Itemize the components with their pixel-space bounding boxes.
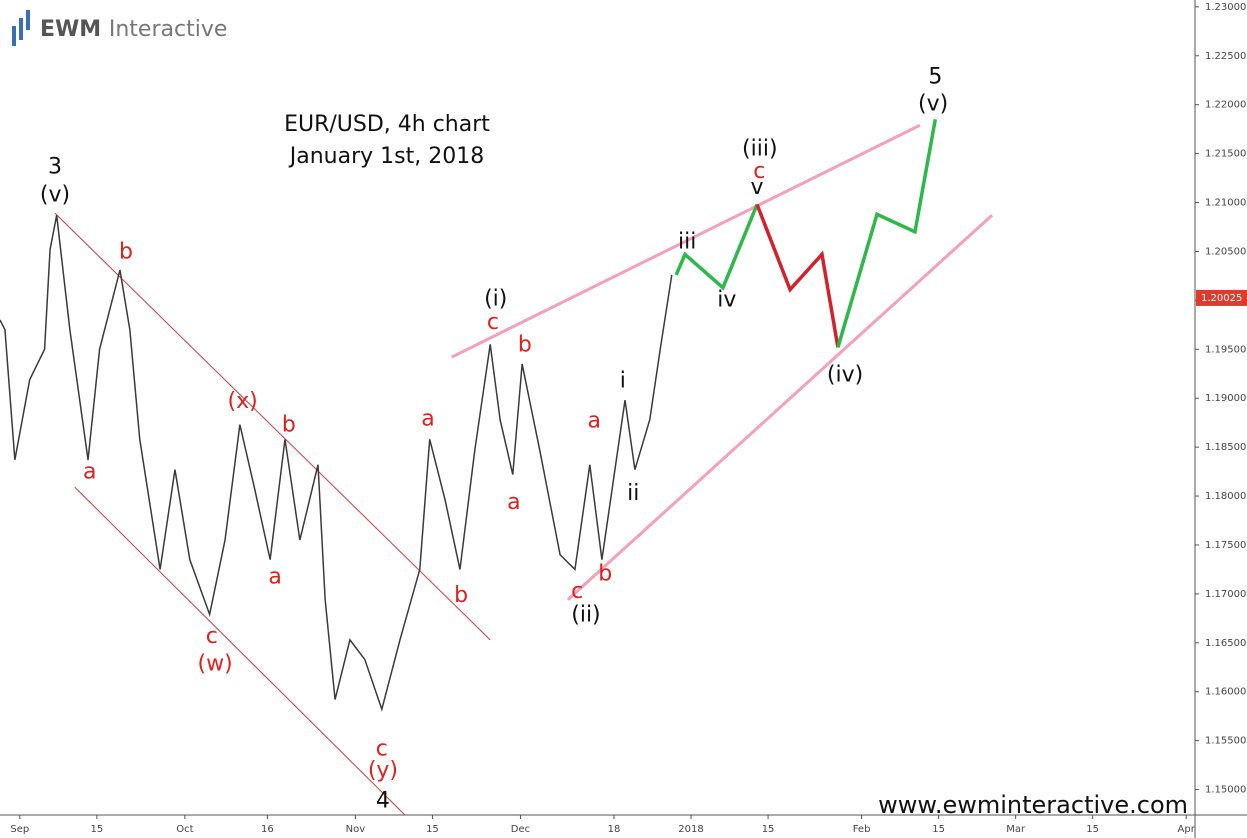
- wave-label: (iv): [827, 363, 863, 388]
- wave-label: (v): [918, 92, 948, 117]
- last-price-box: [1196, 289, 1247, 306]
- wave-label: c: [206, 624, 218, 649]
- y-tick-label: 1.18500: [1205, 442, 1246, 453]
- y-tick-label: 1.22500: [1205, 51, 1246, 62]
- wave-label: (iii): [742, 137, 778, 162]
- y-tick-label: 1.21000: [1205, 198, 1246, 209]
- wave-label: iii: [678, 230, 696, 255]
- y-tick-label: 1.19000: [1205, 393, 1246, 404]
- wave-label: c: [571, 579, 583, 604]
- y-tick-label: 1.15000: [1205, 785, 1246, 796]
- x-tick-label: 15: [90, 824, 103, 835]
- x-tick-label: Feb: [853, 824, 871, 835]
- x-tick-label: Nov: [346, 824, 366, 835]
- wave-label: (w): [198, 651, 233, 676]
- wave-label: a: [421, 407, 434, 432]
- projection-line: [755, 203, 840, 348]
- trend-line: [74, 486, 406, 815]
- wave-label: iv: [717, 287, 736, 312]
- wave-label: b: [454, 583, 468, 608]
- x-tick-label: Sep: [10, 824, 29, 835]
- x-tick-label: Dec: [511, 824, 530, 835]
- wave-label: (i): [484, 286, 507, 311]
- wave-label: 3: [48, 154, 62, 179]
- trend-line: [54, 212, 491, 641]
- x-tick-label: 15: [1086, 824, 1099, 835]
- wave-label: 4: [376, 788, 390, 813]
- y-tick-label: 1.19500: [1205, 344, 1246, 355]
- wave-label: b: [518, 332, 532, 357]
- wave-label: b: [119, 239, 133, 264]
- x-tick-label: 16: [261, 824, 274, 835]
- wave-label: b: [598, 561, 612, 586]
- wave-label: (x): [228, 389, 258, 414]
- wave-label: i: [620, 369, 626, 394]
- projection-line: [836, 119, 938, 348]
- wave-label: a: [507, 490, 520, 515]
- y-tick-label: 1.23000: [1205, 2, 1246, 13]
- wave-label: 5: [928, 64, 942, 89]
- logo: EWM Interactive: [12, 10, 227, 46]
- wave-label: (v): [40, 183, 70, 208]
- wave-label: v: [751, 175, 764, 200]
- trend-line: [451, 123, 921, 359]
- price-line: [0, 215, 673, 712]
- x-tick-label: Apr: [1178, 824, 1196, 835]
- y-tick-label: 1.16500: [1205, 638, 1246, 649]
- wave-label: b: [282, 413, 296, 438]
- x-tick-label: Mar: [1006, 824, 1026, 835]
- x-tick-label: 15: [426, 824, 439, 835]
- logo-bar: [12, 26, 16, 46]
- wave-label: (y): [368, 758, 398, 783]
- y-tick-label: 1.15500: [1205, 736, 1246, 747]
- wave-label: a: [83, 460, 96, 485]
- wave-label: c: [753, 159, 765, 184]
- wave-label: a: [268, 564, 281, 589]
- wave-label: a: [587, 409, 600, 434]
- x-tick-label: 2018: [678, 824, 703, 835]
- wave-label: ii: [627, 481, 639, 506]
- logo-text: EWM Interactive: [40, 17, 227, 42]
- x-tick-label: 15: [932, 824, 945, 835]
- logo-bar: [26, 10, 30, 30]
- y-tick-label: 1.16000: [1205, 687, 1246, 698]
- y-tick-label: 1.21500: [1205, 149, 1246, 160]
- chart-subtitle: January 1st, 2018: [288, 144, 484, 169]
- plot-area: [0, 119, 993, 815]
- x-tick-label: 18: [608, 824, 621, 835]
- wave-label: c: [376, 736, 388, 761]
- y-tick-label: 1.17500: [1205, 540, 1246, 551]
- logo-bar: [19, 18, 23, 40]
- x-tick-label: Oct: [176, 824, 193, 835]
- y-tick-label: 1.18000: [1205, 491, 1246, 502]
- y-tick-label: 1.22000: [1205, 100, 1246, 111]
- wave-label: c: [487, 310, 499, 335]
- logo-suffix: Interactive: [109, 17, 228, 42]
- projection-line: [674, 203, 759, 291]
- logo-main: EWM: [40, 17, 101, 42]
- chart-title: EUR/USD, 4h chart: [284, 112, 490, 137]
- footer-url: www.ewminteractive.com: [878, 791, 1188, 819]
- x-tick-label: 15: [762, 824, 775, 835]
- y-tick-label: 1.20500: [1205, 246, 1246, 257]
- wave-label: (ii): [571, 602, 600, 627]
- trend-line: [566, 214, 993, 601]
- y-tick-label: 1.17000: [1205, 589, 1246, 600]
- last-price-label: 1.20025: [1201, 293, 1242, 304]
